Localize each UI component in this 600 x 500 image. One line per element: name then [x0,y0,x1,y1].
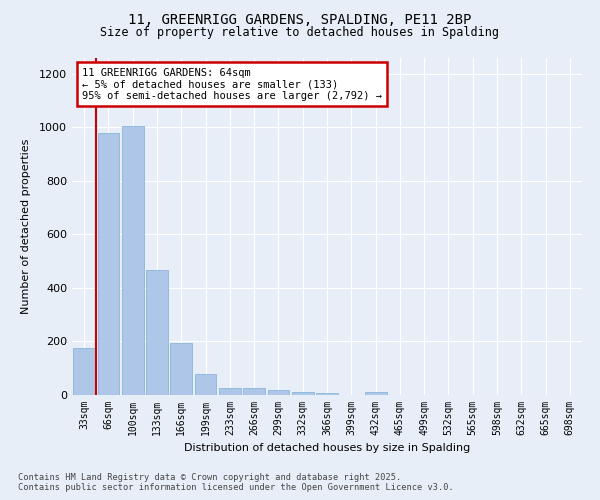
Text: Contains HM Land Registry data © Crown copyright and database right 2025.
Contai: Contains HM Land Registry data © Crown c… [18,473,454,492]
Text: Size of property relative to detached houses in Spalding: Size of property relative to detached ho… [101,26,499,39]
Bar [365,392,386,395]
Bar [243,388,265,395]
Y-axis label: Number of detached properties: Number of detached properties [20,138,31,314]
Text: 11, GREENRIGG GARDENS, SPALDING, PE11 2BP: 11, GREENRIGG GARDENS, SPALDING, PE11 2B… [128,12,472,26]
Bar [292,392,314,395]
Text: 11 GREENRIGG GARDENS: 64sqm
← 5% of detached houses are smaller (133)
95% of sem: 11 GREENRIGG GARDENS: 64sqm ← 5% of deta… [82,68,382,101]
Bar [97,132,119,395]
X-axis label: Distribution of detached houses by size in Spalding: Distribution of detached houses by size … [184,444,470,454]
Bar [170,344,192,395]
Bar [194,374,217,395]
Bar [146,270,168,395]
Bar [268,390,289,395]
Bar [122,126,143,395]
Bar [73,348,95,395]
Bar [316,394,338,395]
Bar [219,388,241,395]
